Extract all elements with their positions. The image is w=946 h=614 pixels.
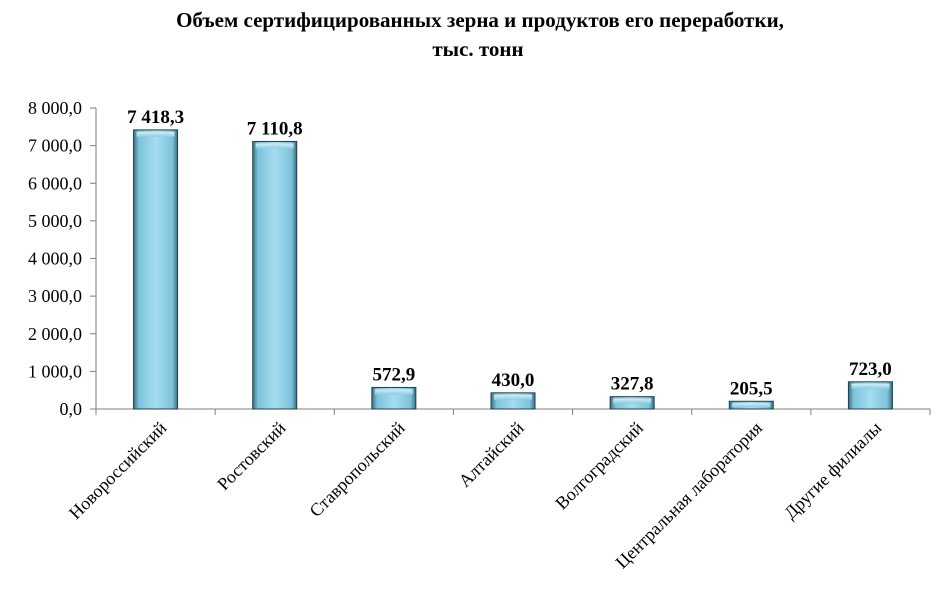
x-category-label: Ставропольский (305, 417, 408, 520)
data-label: 7 418,3 (127, 107, 184, 128)
data-label: 7 110,8 (247, 118, 303, 139)
bar (252, 140, 298, 410)
chart-title: Объем сертифицированных зерна и продукто… (176, 8, 784, 32)
y-tick-label: 5 000,0 (28, 211, 82, 231)
bar-highlight (494, 394, 532, 400)
data-label: 723,0 (849, 359, 892, 380)
bar (133, 129, 179, 410)
data-label: 572,9 (372, 364, 415, 385)
data-label: 430,0 (492, 370, 535, 391)
bars (133, 129, 893, 410)
data-label: 327,8 (611, 374, 654, 395)
x-category-label: Другие филиалы (780, 418, 885, 523)
y-tick-label: 6 000,0 (28, 173, 82, 193)
chart-subtitle: тыс. тонн (432, 37, 523, 61)
y-tick-label: 8 000,0 (28, 98, 82, 118)
y-tick-label: 7 000,0 (28, 136, 82, 156)
y-tick-label: 4 000,0 (28, 249, 82, 269)
x-category-label: Ростовский (213, 417, 290, 494)
y-tick-label: 2 000,0 (28, 324, 82, 344)
x-category-label: Волгоградский (551, 417, 647, 513)
y-tick-label: 3 000,0 (28, 286, 82, 306)
x-category-label: Алтайский (454, 417, 528, 491)
data-labels: 7 418,3 7 110,8 572,9 430,0 327,8 205,5 723,0 (127, 107, 892, 399)
bar-highlight (613, 398, 652, 404)
bar-highlight (732, 403, 771, 407)
y-tick-label: 0,0 (60, 399, 83, 419)
y-tick-label: 1 000,0 (28, 361, 82, 381)
bar-highlight (851, 383, 890, 389)
data-label: 205,5 (730, 378, 773, 399)
bar-highlight (374, 389, 413, 395)
bar-highlight (136, 131, 175, 137)
x-category-label: Новороссийский (65, 417, 171, 523)
bar-highlight (255, 143, 294, 149)
